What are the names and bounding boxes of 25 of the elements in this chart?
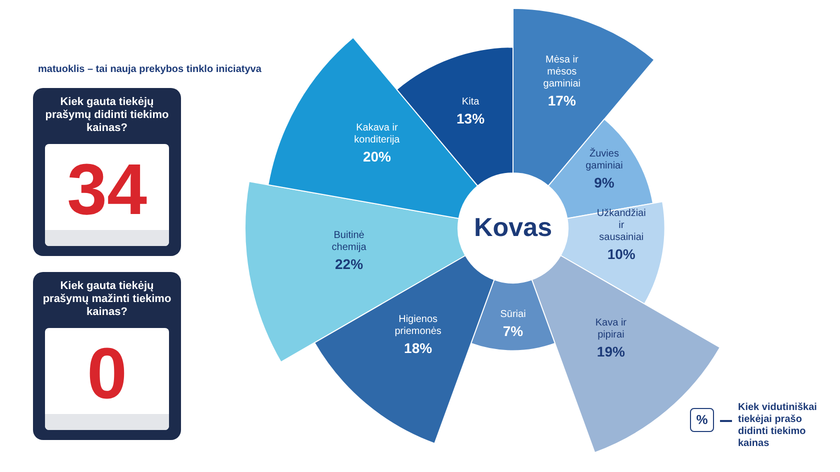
data-label: 13% <box>456 110 486 126</box>
category-label: Žuvies gaminiai <box>586 147 623 172</box>
data-label: 22% <box>335 256 364 272</box>
data-label: 20% <box>362 148 392 164</box>
text: 0 <box>86 333 128 416</box>
data-label: 7% <box>502 322 524 339</box>
category-label: Higienos priemonės <box>394 314 442 338</box>
data-label: 19% <box>596 344 626 360</box>
text: Kiek gauta tiekėjų prašymų mažinti tiekimo kainas? <box>42 280 172 319</box>
category-label: Sūriai <box>500 308 526 320</box>
category-label: Mėsa ir mėsos gaminiai <box>543 54 581 90</box>
text: Kiek gauta tiekėjų prašymų didinti tiekimo kainas? <box>44 96 170 135</box>
data-label: 18% <box>404 340 433 356</box>
text: matuoklis – tai nauja prekybos tinklo iniciatyva <box>38 64 262 75</box>
text: Kovas <box>474 212 552 242</box>
category-label: Buitinė chemija <box>332 230 367 253</box>
text: 34 <box>66 149 148 232</box>
data-label: 10% <box>607 246 636 262</box>
category-label: Kava ir pipirai <box>595 318 628 341</box>
category-label: Kakava ir konditerija <box>354 122 400 146</box>
data-label: 9% <box>594 174 615 190</box>
text: Kiek vidutiniškai tiekėjai prašo didinti tiekimo kainas <box>738 402 818 450</box>
category-label: Kita <box>462 96 480 108</box>
category-label: Užkandžiai ir sausainiai <box>596 208 646 244</box>
data-label: 17% <box>548 92 576 109</box>
